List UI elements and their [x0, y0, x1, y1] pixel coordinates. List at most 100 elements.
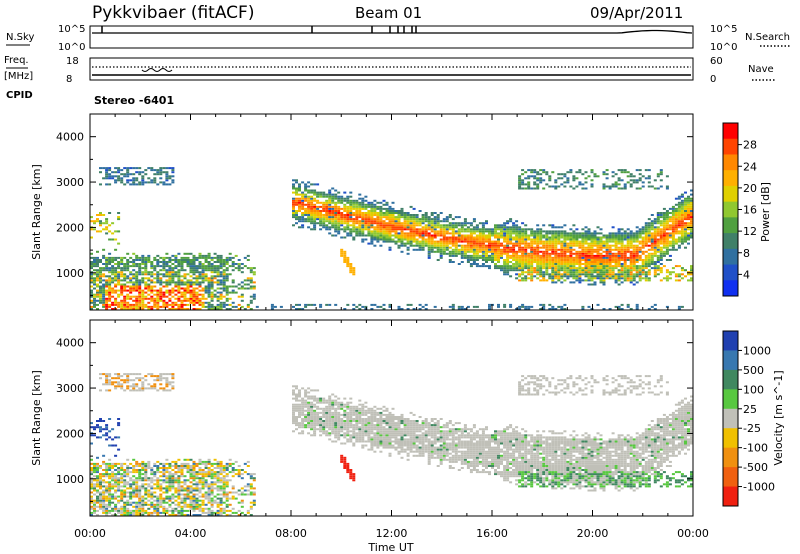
power-cell	[566, 259, 570, 261]
power-cell	[451, 244, 455, 247]
power-cell	[614, 256, 618, 259]
power-cell	[623, 171, 627, 174]
power-cell	[298, 220, 301, 223]
power-cell	[415, 228, 419, 231]
power-cell	[177, 285, 181, 288]
power-cell	[222, 259, 226, 261]
power-cell	[123, 283, 127, 286]
power-cell	[385, 234, 389, 237]
power-cell	[665, 185, 669, 188]
power-cell	[451, 252, 455, 255]
power-cell	[180, 303, 184, 306]
power-cell	[533, 252, 537, 255]
velocity-cell	[138, 479, 142, 482]
power-cell	[415, 214, 419, 216]
velocity-cell	[93, 475, 96, 478]
power-cell	[641, 185, 645, 188]
power-cell	[135, 179, 139, 182]
power-cell	[96, 261, 99, 263]
power-cell	[382, 234, 386, 237]
power-cell	[189, 301, 193, 304]
power-cell	[391, 212, 395, 214]
power-cell	[352, 218, 356, 221]
power-cell	[310, 220, 314, 223]
power-cell	[207, 265, 211, 268]
power-cell	[569, 275, 573, 278]
power-cell	[292, 185, 295, 188]
power-cell	[626, 238, 630, 241]
power-cell	[295, 210, 298, 212]
power-cell	[524, 171, 528, 174]
power-cell	[478, 236, 482, 239]
velocity-cell	[108, 379, 112, 382]
power-cell	[680, 305, 684, 308]
velocity-cell	[135, 511, 139, 514]
power-cell	[551, 269, 555, 272]
power-cell	[551, 238, 555, 241]
power-cell	[171, 308, 175, 310]
power-cell	[653, 232, 657, 235]
velocity-cell	[105, 473, 109, 476]
velocity-cell	[114, 469, 118, 471]
power-cell	[222, 283, 226, 286]
power-cell	[385, 240, 389, 243]
power-cell	[102, 177, 106, 180]
velocity-cell	[117, 436, 121, 439]
velocity-cell	[117, 481, 121, 484]
power-cell	[641, 228, 645, 231]
power-cell	[102, 291, 106, 294]
power-cell	[198, 299, 202, 302]
power-cell	[548, 265, 552, 268]
power-cell	[99, 224, 102, 227]
velocity-cell	[108, 511, 112, 514]
power-cell	[400, 224, 404, 227]
power-cell	[530, 171, 534, 174]
power-cell	[506, 252, 510, 255]
power-cell	[671, 220, 675, 223]
power-cell	[225, 299, 229, 302]
power-cell	[370, 201, 374, 204]
power-cell	[111, 177, 115, 180]
power-cell	[307, 201, 311, 204]
velocity-cell	[105, 383, 109, 386]
power-cell	[542, 261, 546, 263]
power-cell	[445, 244, 449, 247]
power-cell	[355, 222, 359, 225]
power-cell	[481, 232, 485, 235]
power-cell	[108, 287, 112, 290]
power-cell	[472, 254, 476, 257]
power-cell	[684, 207, 687, 210]
power-cell	[521, 263, 525, 265]
velocity-cell	[99, 465, 102, 467]
power-cell	[545, 236, 549, 239]
power-cell	[141, 263, 145, 265]
power-cell	[488, 254, 491, 257]
power-cell	[608, 248, 612, 251]
power-cell	[183, 295, 187, 298]
power-cell	[647, 261, 651, 263]
power-cell	[653, 246, 657, 249]
power-cell	[620, 228, 624, 231]
power-cell	[575, 273, 579, 276]
power-cell	[460, 246, 464, 249]
power-cell	[518, 226, 522, 229]
velocity-cell	[156, 465, 160, 467]
power-cell	[216, 265, 220, 268]
power-cell	[530, 228, 534, 231]
power-cell	[210, 271, 214, 274]
power-cell	[593, 254, 597, 257]
power-cell	[337, 222, 341, 225]
velocity-cell	[153, 495, 157, 498]
power-cell	[647, 175, 651, 178]
power-cell	[183, 299, 187, 302]
power-cell	[337, 201, 341, 204]
power-cell	[539, 179, 543, 182]
power-cell	[638, 177, 642, 180]
power-cell	[614, 273, 618, 276]
power-cell	[183, 289, 187, 292]
power-cell	[394, 212, 398, 214]
power-cell	[373, 222, 377, 225]
velocity-cell	[102, 373, 106, 376]
power-cell	[608, 232, 612, 235]
power-cell	[102, 295, 106, 298]
